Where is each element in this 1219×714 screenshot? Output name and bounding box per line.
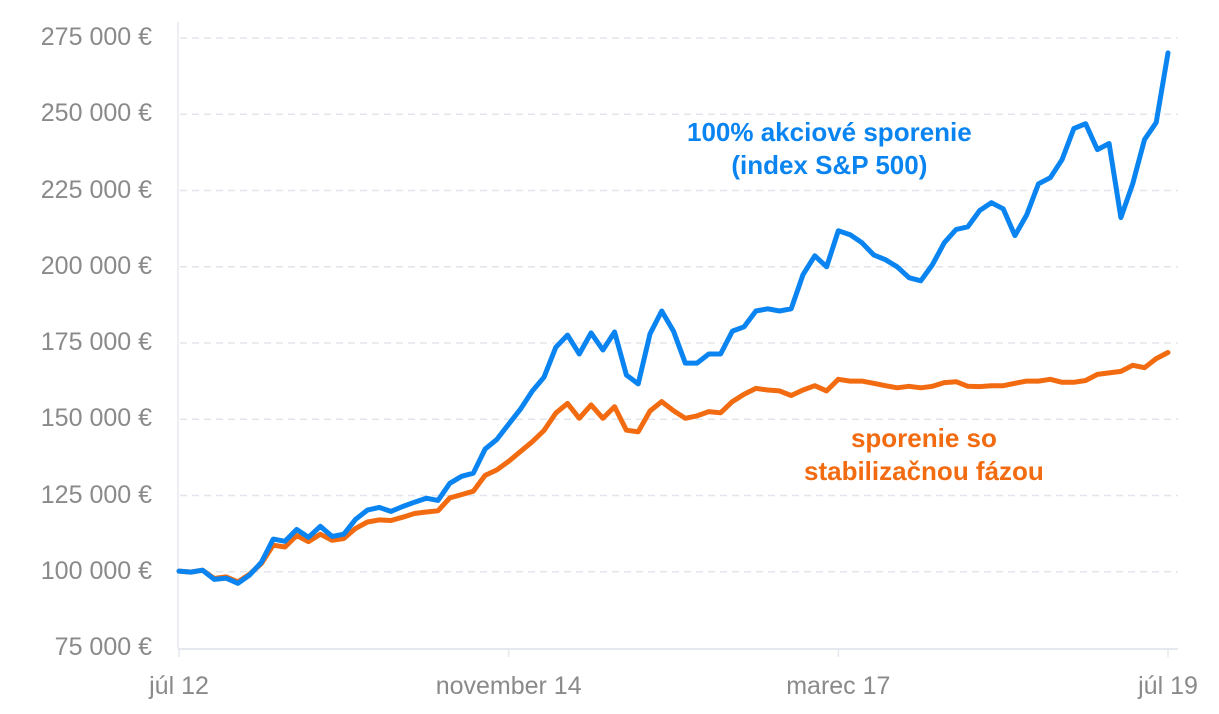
annotation-line: 100% akciové sporenie bbox=[687, 117, 972, 147]
y-tick-label: 150 000 € bbox=[40, 404, 152, 433]
y-tick-label: 225 000 € bbox=[40, 175, 152, 204]
x-tick-label: marec 17 bbox=[786, 672, 891, 700]
y-tick-label: 175 000 € bbox=[40, 328, 152, 356]
annotation-stabilization-savings: sporenie so stabilizačnou fázou bbox=[804, 422, 1044, 488]
y-tick-label: 125 000 € bbox=[40, 480, 152, 509]
y-tick-label: 200 000 € bbox=[40, 251, 152, 280]
y-tick-label: 250 000 € bbox=[40, 99, 152, 128]
x-tick-label: júl 19 bbox=[1138, 672, 1198, 700]
annotation-line: (index S&P 500) bbox=[731, 150, 928, 180]
y-tick-label: 275 000 € bbox=[40, 23, 152, 51]
annotation-stock-savings: 100% akciové sporenie (index S&P 500) bbox=[687, 116, 972, 182]
annotation-line: stabilizačnou fázou bbox=[804, 456, 1044, 486]
series-line-stabilization bbox=[176, 350, 1171, 585]
annotation-line: sporenie so bbox=[850, 423, 997, 453]
x-tick-label: november 14 bbox=[435, 672, 582, 700]
x-tick-label: júl 12 bbox=[149, 672, 209, 700]
y-tick-label: 100 000 € bbox=[40, 556, 152, 585]
y-tick-label: 75 000 € bbox=[54, 633, 152, 661]
series-line-stock bbox=[176, 50, 1171, 586]
